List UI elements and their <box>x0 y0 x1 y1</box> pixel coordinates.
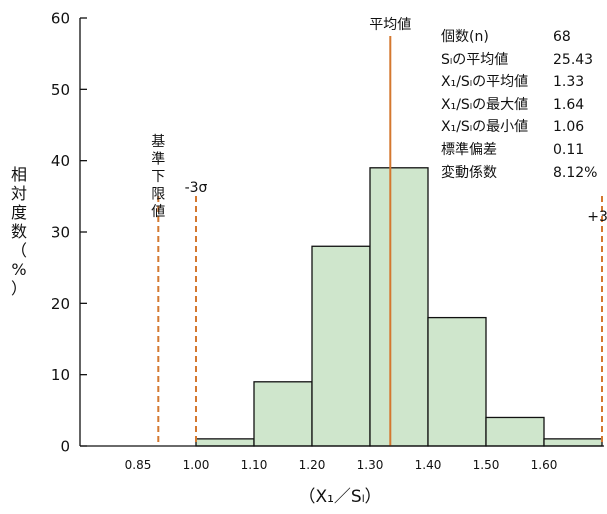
y-tick-label: 50 <box>51 81 70 99</box>
histogram-bar <box>485 416 545 447</box>
mean-label: 平均値 <box>369 17 411 33</box>
x-tick-label: 0.85 <box>125 458 152 472</box>
y-tick-label: 30 <box>51 224 70 242</box>
x-tick-label: 1.60 <box>531 458 558 472</box>
stat-value: 8.12% <box>553 164 598 181</box>
stat-value: 1.33 <box>553 74 585 91</box>
histogram-bar <box>195 438 255 447</box>
x-tick-label: 1.30 <box>357 458 384 472</box>
y-tick-label: 20 <box>51 295 70 313</box>
y-axis-label: 相対度数（%） <box>11 165 27 298</box>
stat-value: 1.64 <box>553 96 585 113</box>
histogram-bar <box>369 167 429 447</box>
histogram-bar <box>543 438 603 447</box>
y-tick-label: 10 <box>51 366 70 384</box>
lower-limit-label: 基準下限値 <box>151 133 165 220</box>
y-tick-label: 40 <box>51 152 70 170</box>
plus-3sigma-label: +3σ <box>587 209 607 225</box>
stat-value: 1.06 <box>553 119 585 136</box>
stat-value: 68 <box>553 29 571 45</box>
y-tick-label: 0 <box>60 438 70 456</box>
x-tick-label: 1.00 <box>183 458 210 472</box>
y-tick-label: 60 <box>51 10 70 28</box>
x-tick-label: 1.40 <box>415 458 442 472</box>
minus-3sigma-label: -3σ <box>185 180 208 196</box>
stat-value: 0.11 <box>553 141 585 158</box>
x-axis-label: （X₁／Sₗ） <box>298 487 381 507</box>
histogram-bar <box>427 316 487 447</box>
stat-value: 25.43 <box>553 51 594 68</box>
x-tick-label: 1.10 <box>241 458 268 472</box>
histogram-bar <box>311 245 371 447</box>
x-tick-label: 1.50 <box>473 458 500 472</box>
histogram-bar <box>253 381 313 447</box>
x-tick-label: 1.20 <box>299 458 326 472</box>
